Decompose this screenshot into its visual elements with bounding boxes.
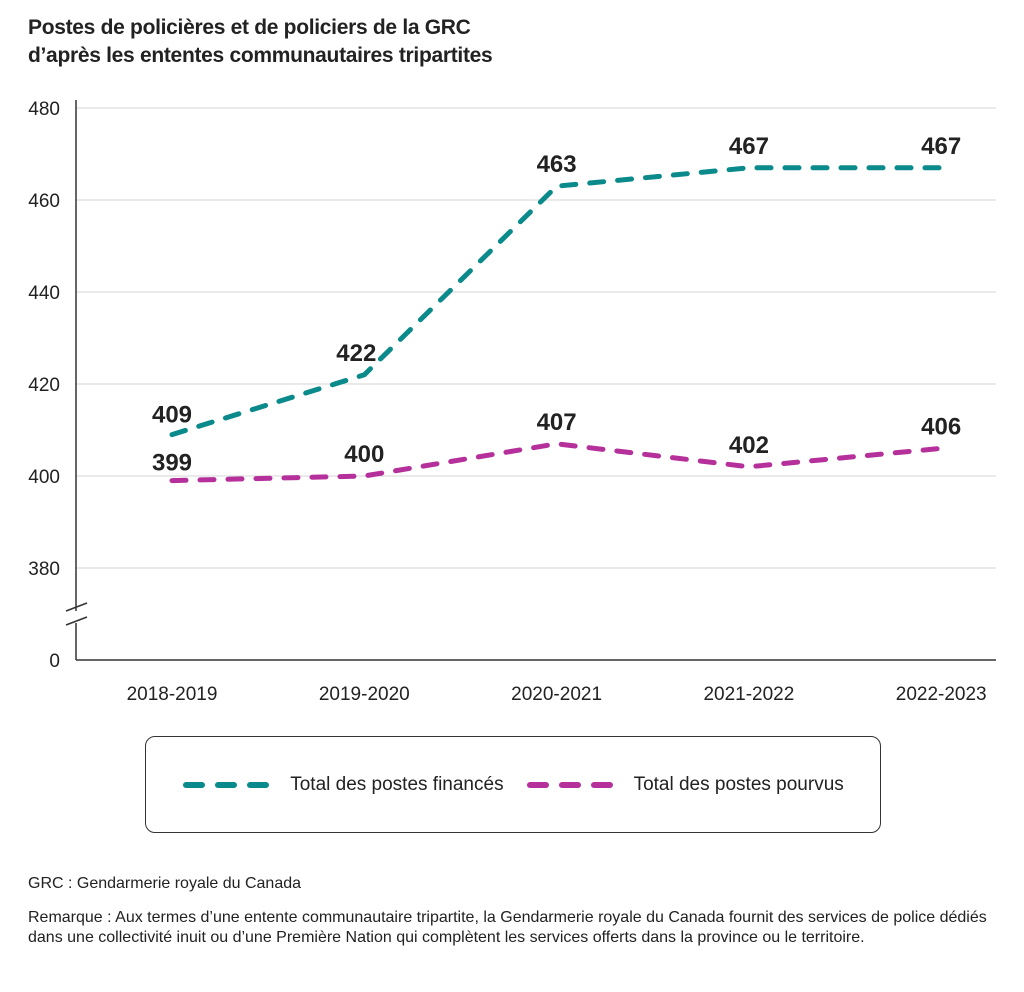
data-label: 467 [921, 133, 961, 160]
data-label: 402 [729, 432, 769, 459]
axis-break-gap [62, 611, 90, 623]
legend-item-filled: Total des postes pourvus [526, 774, 844, 796]
title-line-2: d’après les ententes communautaires trip… [28, 44, 493, 67]
data-label: 399 [152, 450, 192, 477]
y-tick-label: 480 [28, 99, 60, 120]
abbreviation-note: GRC : Gendarmerie royale du Canada [28, 875, 302, 892]
x-tick-label: 2020-2021 [511, 684, 602, 705]
x-tick-label: 2018-2019 [127, 684, 218, 705]
remark-note: Remarque : Aux termes d’une entente comm… [28, 909, 987, 946]
legend-label-funded: Total des postes financés [290, 773, 504, 795]
x-tick-label: 2019-2020 [319, 684, 410, 705]
data-label: 467 [729, 133, 769, 160]
legend: Total des postes financés Total des post… [145, 736, 881, 833]
data-label: 422 [336, 340, 376, 367]
series-line-1 [169, 441, 944, 484]
legend-label-filled: Total des postes pourvus [633, 773, 844, 795]
x-tick-label: 2021-2022 [703, 684, 794, 705]
x-tick-label: 2022-2023 [896, 684, 987, 705]
y-tick-label: 380 [28, 559, 60, 580]
data-label: 463 [537, 151, 577, 178]
y-tick-label: 460 [28, 191, 60, 212]
line-chart: 0 380 400 420 440 460 480 2018-2019 2019-2020 202… [28, 99, 996, 705]
data-label: 407 [537, 409, 577, 436]
y-tick-label: 440 [28, 283, 60, 304]
series-line-0 [169, 165, 944, 438]
axis-break-mark [65, 602, 88, 612]
legend-swatch-funded [183, 781, 274, 788]
data-label: 400 [344, 441, 384, 468]
legend-item-funded: Total des postes financés [182, 773, 504, 796]
y-tick-label: 0 [49, 651, 60, 672]
data-label: 409 [152, 402, 192, 429]
y-tick-label: 400 [28, 467, 60, 488]
axis-break-mark [65, 616, 88, 626]
data-label: 406 [921, 413, 961, 440]
chart-title: Postes de policières et de policiers de … [28, 14, 493, 70]
y-tick-label: 420 [28, 375, 60, 396]
legend-swatch-filled [526, 781, 617, 788]
title-line-1: Postes de policières et de policiers de … [28, 16, 471, 39]
